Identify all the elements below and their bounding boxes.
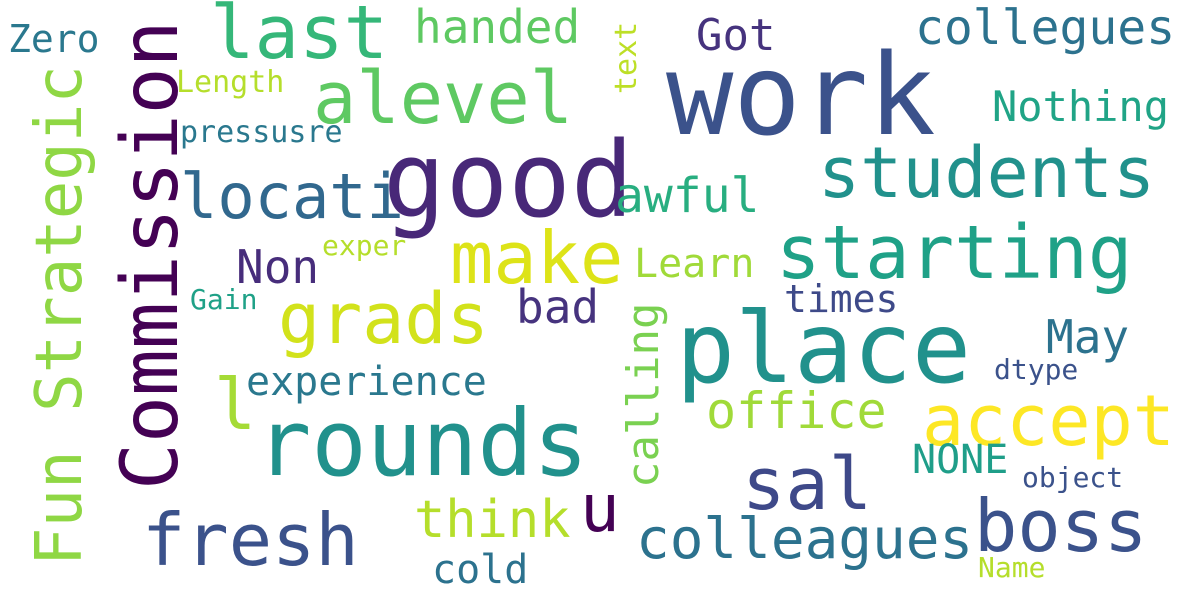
- word-got: Got: [696, 10, 776, 61]
- word-awful: awful: [615, 168, 760, 224]
- word-fun-strategic: Fun Strategic: [23, 65, 97, 566]
- word-colleagues: colleagues: [636, 507, 974, 572]
- word-bad: bad: [516, 280, 600, 334]
- word-accept: accept: [922, 380, 1175, 462]
- word-last: last: [210, 0, 389, 76]
- word-cold: cold: [432, 547, 529, 593]
- word-place: place: [676, 292, 972, 406]
- word-u: u: [580, 470, 620, 547]
- word-make: make: [450, 216, 624, 300]
- word-zero: Zero: [8, 17, 100, 61]
- word-commission: Commission: [106, 20, 196, 490]
- word-exper: exper: [322, 229, 407, 262]
- word-object: object: [1022, 461, 1124, 494]
- word-students: students: [818, 132, 1156, 214]
- word-sal: sal: [742, 442, 873, 526]
- word-think: think: [414, 490, 571, 550]
- word-non: Non: [236, 240, 320, 294]
- word-starting: starting: [776, 210, 1133, 296]
- word-dtype: dtype: [994, 353, 1079, 386]
- word-name: Name: [978, 551, 1046, 584]
- word-rounds: rounds: [256, 390, 589, 497]
- word-l: l: [214, 364, 257, 446]
- word-experience: experience: [246, 359, 487, 405]
- word-length: Length: [176, 65, 285, 100]
- word-text: text: [609, 21, 644, 94]
- word-office: office: [706, 382, 887, 440]
- word-collegues: collegues: [915, 0, 1176, 56]
- word-times: times: [784, 277, 899, 321]
- word-grads: grads: [278, 278, 489, 360]
- word-learn: Learn: [634, 241, 755, 287]
- word-gain: Gain: [190, 283, 258, 316]
- word-boss: boss: [974, 484, 1148, 568]
- word-handed: handed: [414, 0, 581, 54]
- word-good: good: [383, 119, 634, 241]
- word-nothing: Nothing: [992, 82, 1170, 131]
- word-may: May: [1046, 310, 1130, 364]
- word-work: work: [666, 31, 936, 161]
- word-none: NONE: [912, 437, 1009, 483]
- word-pressusre: pressusre: [180, 115, 343, 150]
- word-locati: locati: [180, 160, 404, 233]
- word-alevel: alevel: [313, 56, 574, 140]
- word-calling: calling: [618, 302, 669, 488]
- word-fresh: fresh: [142, 498, 359, 582]
